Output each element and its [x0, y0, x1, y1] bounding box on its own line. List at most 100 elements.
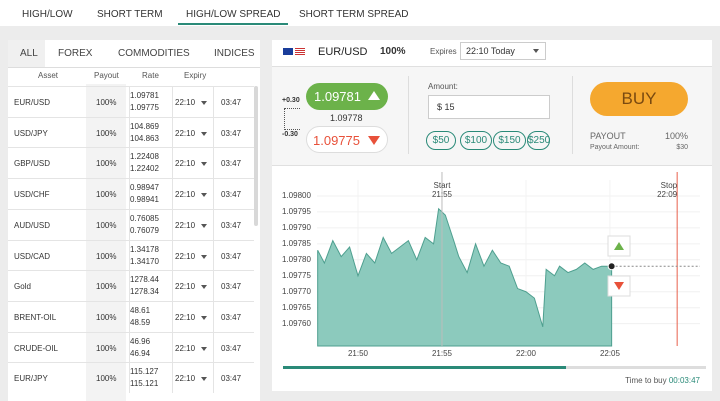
asset-name: EUR/USD [318, 46, 368, 58]
down-arrow [368, 136, 380, 145]
cell-divider [129, 117, 130, 148]
progress-fill [283, 366, 566, 369]
expiry: 22:10 [175, 159, 196, 169]
payout-column-bg [86, 84, 126, 401]
rate-high: 1.22408 [130, 152, 159, 162]
payout-label: PAYOUT [590, 131, 626, 141]
x-tick-label: 21:55 [432, 349, 453, 358]
expiry-value: 22:10 Today [466, 46, 515, 56]
remaining: 03:47 [221, 159, 242, 169]
asset-row[interactable]: EUR/USD 100% 1.09781 1.09775 22:10 03:47 [8, 86, 254, 117]
divider [408, 76, 409, 154]
remaining: 03:47 [221, 220, 242, 230]
rate-low: 0.76079 [130, 225, 159, 235]
quick-amount[interactable]: $50 [426, 131, 456, 150]
tab[interactable]: SHORT TERM SPREAD [299, 9, 409, 20]
cell-divider [172, 301, 173, 332]
marker-time: 21:55 [432, 190, 453, 199]
cell-divider [129, 332, 130, 363]
caret [201, 101, 207, 108]
filter-tab[interactable]: COMMODITIES [118, 48, 190, 59]
expiry: 22:10 [175, 128, 196, 138]
rate-high: 48.61 [130, 305, 151, 315]
asset: USD/JPY [14, 128, 48, 138]
asset-row[interactable]: USD/JPY 100% 104.869 104.863 22:10 03:47 [8, 116, 254, 148]
column-header: Asset [38, 71, 59, 80]
rate-low: 48.59 [130, 317, 151, 327]
filter-tab[interactable]: FOREX [58, 48, 93, 59]
asset-row[interactable]: EUR/JPY 100% 115.127 115.121 22:10 03:47 [8, 362, 254, 394]
asset-row[interactable]: CRUDE-OIL 100% 46.96 46.94 22:10 03:47 [8, 331, 254, 363]
asset-row[interactable]: USD/CHF 100% 0.98947 0.98941 22:10 03:47 [8, 178, 254, 210]
caret [201, 346, 207, 354]
asset-list: ALL FOREX COMMODITIES INDICES Asset Payout Rat… [8, 40, 260, 401]
cell-divider [213, 179, 214, 210]
spread-bracket [284, 108, 300, 130]
time-left: 00:03:47 [668, 376, 700, 385]
asset: USD/CAD [14, 251, 51, 261]
high-rate: 1.09781 [314, 89, 361, 104]
high-button[interactable]: 1.09781 [306, 83, 388, 110]
caret [201, 254, 207, 262]
cell-divider [172, 148, 173, 179]
tab[interactable]: HIGH/LOW [22, 9, 73, 20]
column-header: Payout [94, 71, 119, 80]
expiry: 22:10 [175, 282, 196, 292]
quick-amount[interactable]: $250 [527, 131, 550, 150]
cell-divider [213, 87, 214, 117]
quick-amount[interactable]: $150 [493, 131, 526, 150]
expiry: 22:10 [175, 374, 196, 384]
rate-high: 1.34178 [130, 244, 159, 254]
divider [572, 76, 573, 154]
payout-value: 100% [664, 131, 688, 141]
marker-time: 22:09 [657, 190, 678, 199]
y-tick-label: 1.09780 [282, 255, 311, 264]
asset-row[interactable]: USD/CAD 100% 1.34178 1.34170 22:10 03:47 [8, 239, 254, 271]
up-arrow [614, 242, 624, 250]
rate-high: 1.09781 [130, 91, 159, 100]
cell-divider [129, 363, 130, 394]
cell-divider [172, 117, 173, 148]
filter-tab[interactable]: INDICES [214, 48, 255, 59]
payout: 100% [96, 312, 117, 322]
caret [201, 285, 207, 292]
cell-divider [213, 271, 214, 302]
quick-amount[interactable]: $100 [460, 131, 492, 150]
filter-tab[interactable]: ALL [20, 48, 38, 59]
x-tick-label: 21:50 [348, 349, 369, 358]
rate-low: 1.22402 [130, 164, 159, 174]
cell-divider [172, 240, 173, 271]
payout-amount: $30 [676, 144, 688, 151]
cell-divider [213, 363, 214, 394]
expiry: 22:10 [175, 190, 196, 200]
down-arrow [614, 282, 624, 290]
cell-divider [172, 179, 173, 210]
rate-low: 0.98941 [130, 195, 159, 205]
caret [201, 315, 207, 323]
expiry-select[interactable]: 22:10 Today [460, 42, 546, 60]
cell-divider [129, 179, 130, 210]
amount-input[interactable]: $ 15 [428, 95, 550, 119]
filter-active-bg [8, 40, 45, 68]
caret [201, 193, 207, 200]
tab[interactable]: SHORT TERM [97, 9, 163, 20]
tab[interactable]: HIGH/LOW SPREAD [178, 9, 289, 25]
expiry: 22:10 [175, 312, 196, 322]
buy-button[interactable]: BUY [590, 82, 688, 116]
asset-row[interactable]: Gold 100% 1278.44 1278.34 22:10 03:47 [8, 270, 254, 302]
mid-rate: 1.09778 [330, 113, 363, 123]
asset-row[interactable]: GBP/USD 100% 1.22408 1.22402 22:10 03:47 [8, 147, 254, 179]
marker-label: Stop [661, 181, 678, 190]
scrollbar[interactable] [254, 86, 258, 226]
payout-amount-label: Payout Amount: [590, 144, 640, 151]
divider [8, 67, 260, 68]
remaining: 03:47 [221, 190, 242, 200]
expiry: 22:10 [175, 343, 196, 353]
rate-high: 1278.44 [130, 275, 159, 285]
low-button[interactable]: 1.09775 [306, 126, 388, 153]
price-chart: 1.09800 1.09795 1.09790 1.09785 1.09780 1.097… [282, 172, 700, 358]
rate-low: 1.09775 [130, 103, 159, 112]
asset-row[interactable]: AUD/USD 100% 0.76085 0.76079 22:10 03:47 [8, 208, 254, 240]
asset-row[interactable]: BRENT-OIL 100% 48.61 48.59 22:10 03:47 [8, 300, 254, 332]
